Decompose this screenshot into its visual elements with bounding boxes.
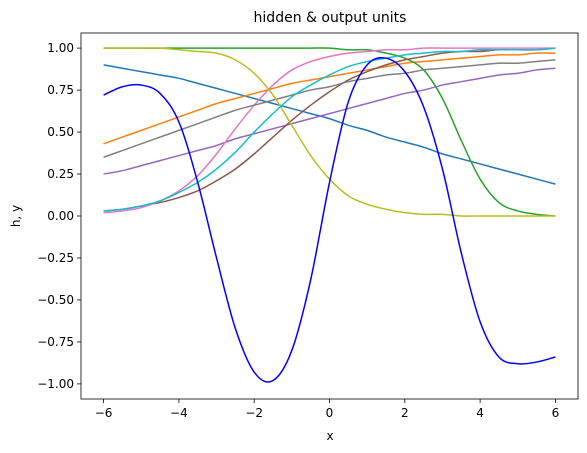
series-line-9 <box>103 47 556 212</box>
x-tick-label: −2 <box>245 406 263 420</box>
series-line-2 <box>103 52 556 145</box>
x-tick-label: 0 <box>326 406 334 420</box>
series-layer <box>103 47 556 383</box>
y-tick-label: 1.00 <box>47 41 74 55</box>
x-axis-label: x <box>326 429 333 443</box>
y-tick-label: 0.75 <box>47 83 74 97</box>
y-tick-label: −0.25 <box>37 251 74 265</box>
x-tick-label: 4 <box>476 406 484 420</box>
y-tick-label: −0.75 <box>37 335 74 349</box>
series-line-1 <box>103 64 556 185</box>
x-tick-label: 6 <box>552 406 560 420</box>
x-tick-label: 2 <box>401 406 409 420</box>
y-tick-label: −1.00 <box>37 377 74 391</box>
x-tick-label: −6 <box>95 406 113 420</box>
y-tick-label: 0.00 <box>47 209 74 223</box>
series-line-7 <box>103 59 556 158</box>
series-line-6 <box>103 47 556 214</box>
chart-title: hidden & output units <box>254 10 407 26</box>
series-line-3 <box>103 47 556 217</box>
x-tick-label: −4 <box>170 406 188 420</box>
axes-layer: −6 −4 −2 0 2 4 6 −1.00 −0.75 −0.50 −0.25 0.00 0.25 0.… <box>37 32 579 420</box>
y-tick-label: −0.50 <box>37 293 74 307</box>
series-line-5 <box>103 47 556 212</box>
series-line-4 <box>103 67 556 175</box>
y-axis-label: h, y <box>9 205 23 227</box>
y-tick-label: 0.50 <box>47 125 74 139</box>
series-line-10 <box>103 56 556 383</box>
y-tick-label: 0.25 <box>47 167 74 181</box>
